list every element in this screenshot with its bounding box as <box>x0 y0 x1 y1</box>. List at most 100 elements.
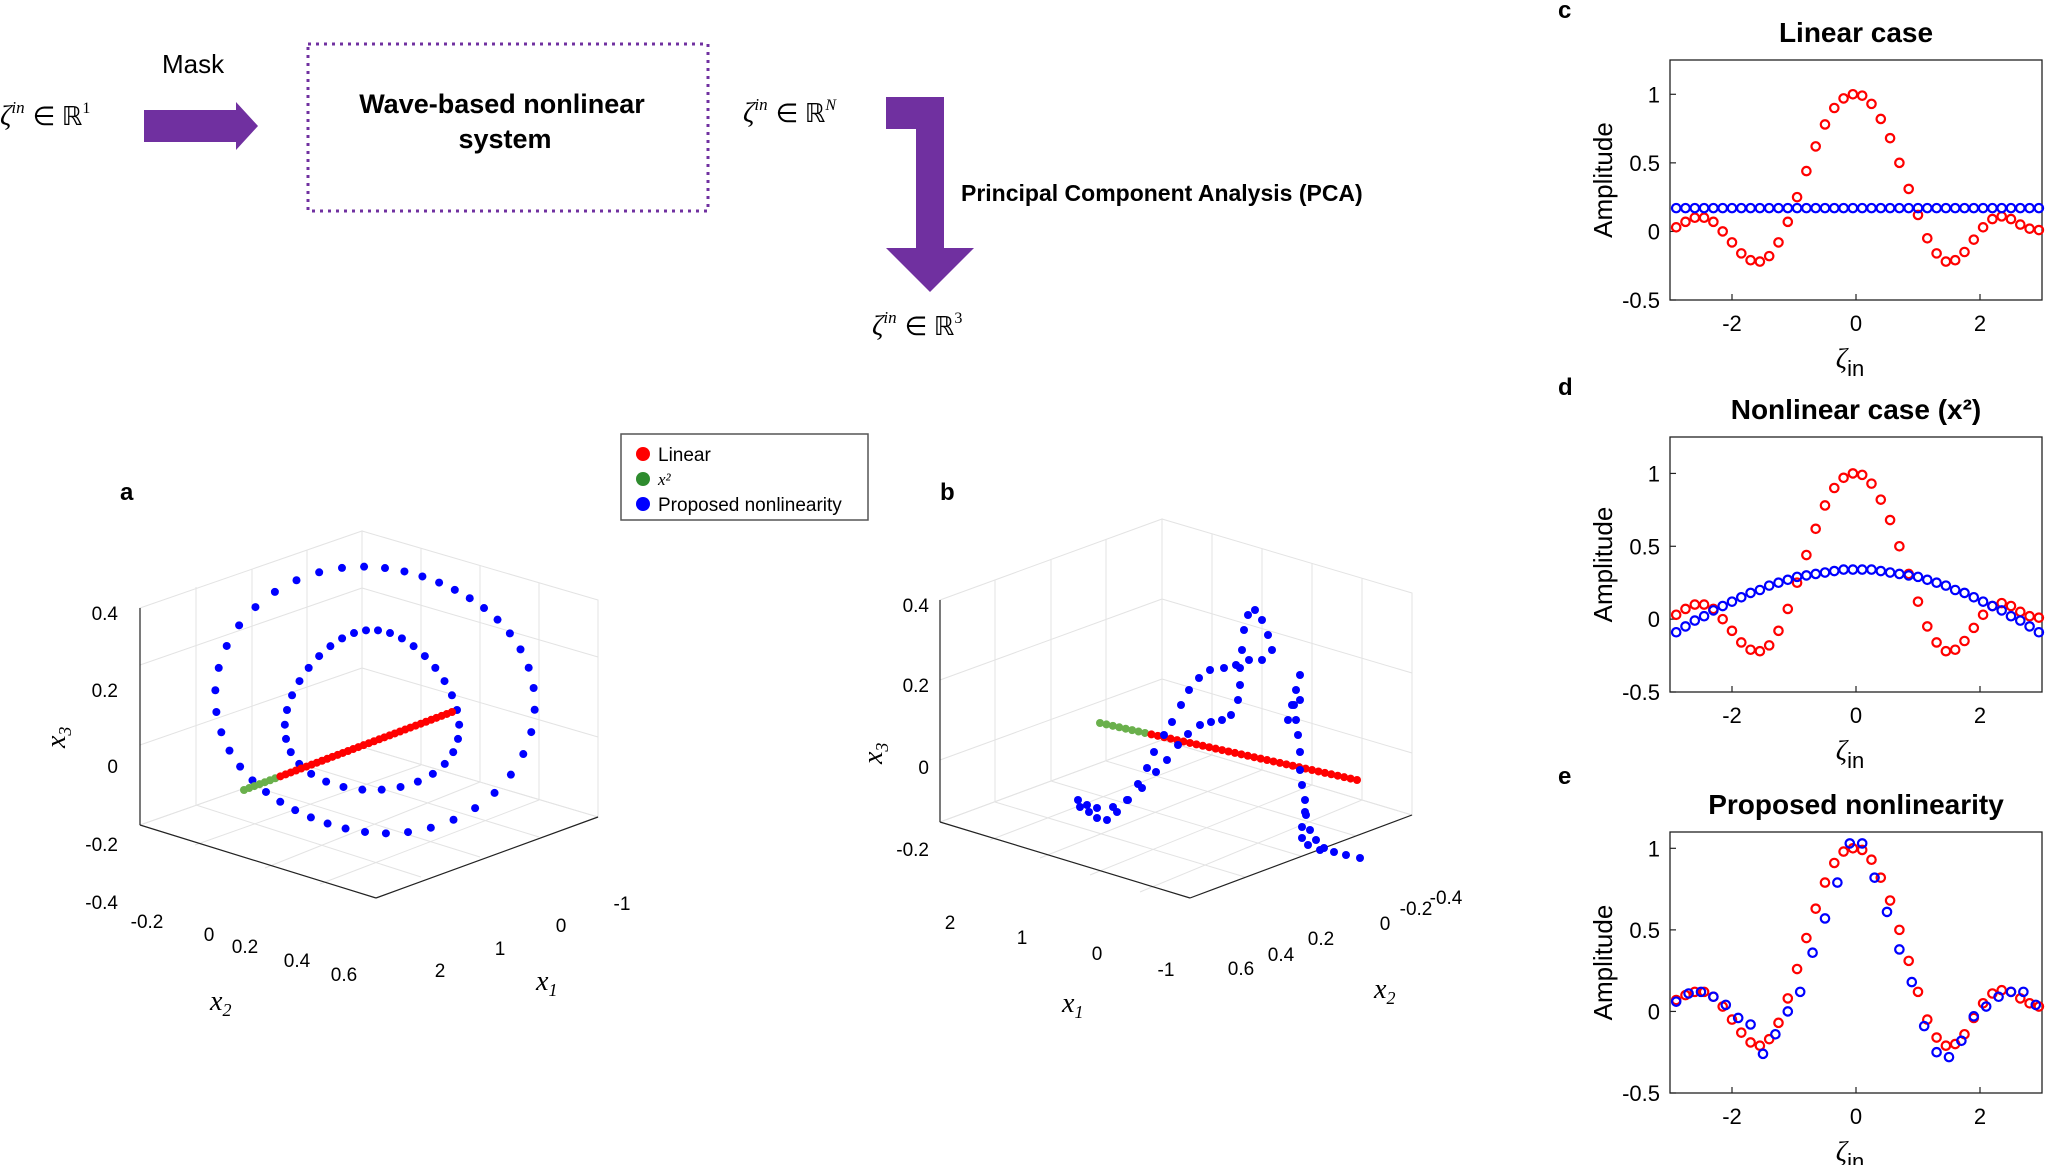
data-point <box>1791 191 1803 203</box>
scatter-point <box>1288 701 1296 709</box>
scatter-point <box>1238 646 1246 654</box>
chart-letter: e <box>1558 763 1571 790</box>
system-title-line1: Wave-based nonlinear <box>359 89 645 119</box>
panel-a-x2-tick: 0.4 <box>284 951 311 972</box>
data-point <box>1770 1028 1781 1040</box>
legend-label-proposed: Proposed nonlinearity <box>658 495 842 516</box>
data-point <box>1838 472 1849 484</box>
data-point <box>1736 248 1747 259</box>
data-point <box>1680 621 1691 632</box>
scatter-point <box>1102 720 1111 729</box>
scatter-point <box>431 663 440 672</box>
pca-arrow <box>886 97 974 292</box>
scatter-point <box>465 594 474 603</box>
panel-a-x1-tick: 1 <box>495 939 506 960</box>
data-point <box>1801 570 1812 581</box>
scatter-point <box>292 576 301 585</box>
scatter-point <box>527 728 536 737</box>
data-point <box>1968 622 1980 634</box>
data-point <box>1912 986 1924 998</box>
scatter-point <box>1264 631 1272 639</box>
scatter-point <box>1230 748 1239 757</box>
data-point <box>1670 996 1682 1007</box>
data-point <box>1847 202 1859 214</box>
data-point <box>1912 571 1924 583</box>
data-point <box>1708 605 1719 616</box>
scatter-point <box>1076 803 1084 811</box>
scatter-point <box>295 677 304 686</box>
scatter-point <box>1109 803 1117 811</box>
data-point <box>1829 482 1840 494</box>
scatter-point <box>524 663 533 672</box>
data-point <box>1922 232 1933 244</box>
scatter-point <box>1134 727 1143 736</box>
panel-b-x1-label: x1 <box>1061 988 1083 1022</box>
scatter-point <box>1342 851 1350 859</box>
data-point <box>1912 596 1924 607</box>
data-point <box>1791 577 1803 589</box>
data-point <box>1717 226 1728 237</box>
legend-label-linear: Linear <box>658 445 711 466</box>
panel-a-x2-label: x2 <box>209 986 231 1020</box>
scatter-point <box>286 748 295 757</box>
x-axis-label: ζin <box>1836 344 1864 381</box>
data-point <box>1726 625 1738 637</box>
scatter-point <box>1198 741 1207 750</box>
data-point <box>2018 986 2029 998</box>
data-point <box>1959 635 1970 647</box>
data-point <box>1996 605 2007 616</box>
data-point <box>1773 577 1784 589</box>
scatter-point <box>1258 656 1266 664</box>
amplitude-charts: c Linear case 1 0.5 0 -0.5 -2 0 2 Amplitude ζin d No… <box>1558 0 2045 1165</box>
x-tick-label: 0 <box>1850 1104 1862 1129</box>
scatter-point <box>214 663 223 672</box>
scatter-point <box>1314 767 1323 776</box>
data-point <box>1773 625 1784 637</box>
data-point <box>1782 574 1794 586</box>
data-point <box>1894 202 1905 214</box>
scatter-point <box>1205 743 1214 752</box>
chart-c: c Linear case 1 0.5 0 -0.5 -2 0 2 Amplitude ζin <box>1558 0 2045 381</box>
scatter-point <box>261 787 270 796</box>
data-point <box>1689 599 1701 610</box>
scatter-point <box>1244 611 1252 619</box>
scatter-point <box>428 769 437 778</box>
scatter-point <box>339 782 348 791</box>
data-point <box>1763 640 1775 651</box>
scatter-point <box>1218 746 1227 755</box>
chart-e: e Proposed nonlinearity 1 0.5 0 -0.5 -2 0 2 Ampli… <box>1558 763 2045 1165</box>
scatter-point <box>1312 836 1320 844</box>
data-point <box>1875 565 1887 577</box>
data-point <box>1698 610 1710 622</box>
scatter-point <box>307 769 316 778</box>
scatter-point <box>1096 719 1104 727</box>
data-point <box>1881 906 1893 918</box>
panel-a-x2-tick: 0.2 <box>232 937 258 958</box>
data-point <box>1782 1006 1794 1017</box>
legend-marker-linear <box>636 447 650 461</box>
scatter-point <box>338 634 347 643</box>
data-point <box>1918 1020 1930 1032</box>
flow-diagram: ζin ∈ ℝ1 Mask Wave-based nonlinear system… <box>0 42 1363 342</box>
scatter-point <box>1275 758 1284 767</box>
scatter-point <box>1288 761 1297 770</box>
data-point <box>1763 250 1775 262</box>
series-linear <box>1670 468 2045 657</box>
data-point <box>1708 991 1719 1003</box>
data-point <box>1884 895 1896 906</box>
panel-a-x1-ticks: 2 1 0 -1 <box>435 894 631 982</box>
data-point <box>1949 254 1961 266</box>
data-point <box>1717 613 1728 625</box>
panel-b-x2-tick: 0.4 <box>1268 945 1295 966</box>
data-point <box>1698 599 1710 610</box>
scatter-point <box>1196 721 1204 729</box>
scatter-point <box>337 563 346 572</box>
scatter-point <box>1292 716 1300 724</box>
data-point <box>1884 567 1896 578</box>
mask-label: Mask <box>162 49 225 79</box>
data-point <box>1847 468 1859 479</box>
data-point <box>1949 584 1961 596</box>
chart-title: Linear case <box>1779 17 1933 48</box>
data-point <box>1959 246 1970 258</box>
scatter-point <box>1168 718 1176 726</box>
